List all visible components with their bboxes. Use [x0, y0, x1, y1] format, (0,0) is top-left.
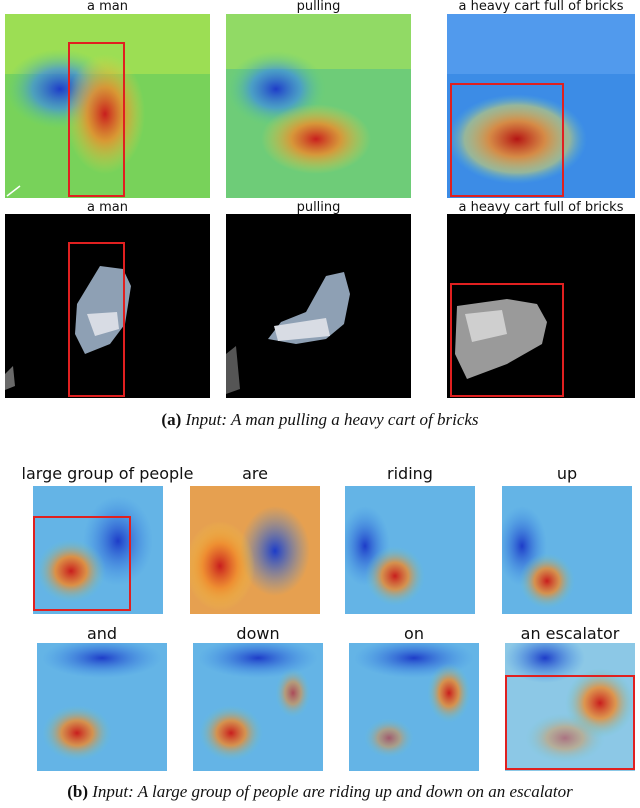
label-a-man-top: a man: [87, 0, 128, 14]
heatmap-and: [37, 643, 167, 771]
caption-b-tag: (b): [67, 782, 93, 801]
label-up: up: [556, 464, 578, 483]
caption-a-tag: (a): [161, 410, 186, 429]
label-pulling-top: pulling: [296, 0, 341, 14]
label-pulling-bottom: pulling: [296, 200, 341, 215]
label-large-group: large group of people: [21, 464, 194, 483]
caption-b: (b) Input: A large group of people are r…: [0, 782, 640, 802]
caption-a: (a) Input: A man pulling a heavy cart of…: [0, 410, 640, 430]
mask-cart: [447, 214, 635, 398]
heatmap-on: [349, 643, 479, 771]
heatmap-an-escalator: [505, 643, 635, 771]
heatmap-large-group: [33, 486, 163, 614]
label-and: and: [86, 624, 118, 643]
heatmap-up: [502, 486, 632, 614]
heatmap-a-man: [5, 14, 210, 198]
label-cart-top: a heavy cart full of bricks: [458, 0, 624, 14]
label-a-man-bottom: a man: [87, 200, 128, 215]
caption-a-text: Input: A man pulling a heavy cart of bri…: [185, 410, 479, 429]
heatmap-cart: [447, 14, 635, 198]
mask-a-man: [5, 214, 210, 398]
heatmap-down: [193, 643, 323, 771]
label-riding: riding: [387, 464, 433, 483]
label-down: down: [236, 624, 280, 643]
heatmap-riding: [345, 486, 475, 614]
label-are: are: [242, 464, 268, 483]
label-an-escalator: an escalator: [520, 624, 620, 643]
mask-pulling: [226, 214, 411, 398]
heatmap-pulling: [226, 14, 411, 198]
label-on: on: [404, 624, 424, 643]
label-cart-bottom: a heavy cart full of bricks: [458, 200, 624, 215]
caption-b-text: Input: A large group of people are ridin…: [92, 782, 573, 801]
heatmap-are: [190, 486, 320, 614]
